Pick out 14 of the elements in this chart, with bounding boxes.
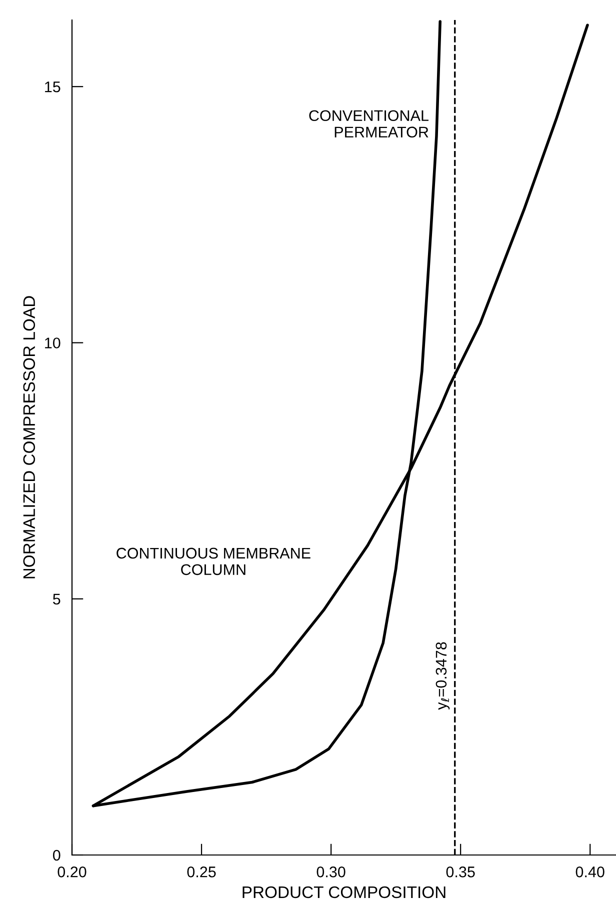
y-axis-title: NORMALIZED COMPRESSOR LOAD [23, 296, 36, 578]
x-tick-label: 0.40 [576, 866, 604, 878]
x-tick-label: 0.35 [446, 866, 475, 878]
x-tick-label: 0.25 [187, 866, 216, 878]
y-tick-label: 15 [45, 82, 60, 92]
y-tick-label: 0 [52, 850, 60, 861]
y-tick-label: 5 [53, 594, 60, 605]
series-label: CONVENTIONAL PERMEATOR [309, 110, 428, 138]
x-tick-label: 0.30 [316, 866, 346, 878]
x-axis-title: PRODUCT COMPOSITION [242, 886, 446, 898]
y-tick-label: 10 [45, 338, 60, 348]
ref-line-label: y$_{ℓ}$=0.3478 [436, 642, 450, 710]
x-tick-label: 0.20 [58, 866, 86, 878]
text: CONTINUOUS MEMBRANE COLUMN [116, 548, 310, 576]
